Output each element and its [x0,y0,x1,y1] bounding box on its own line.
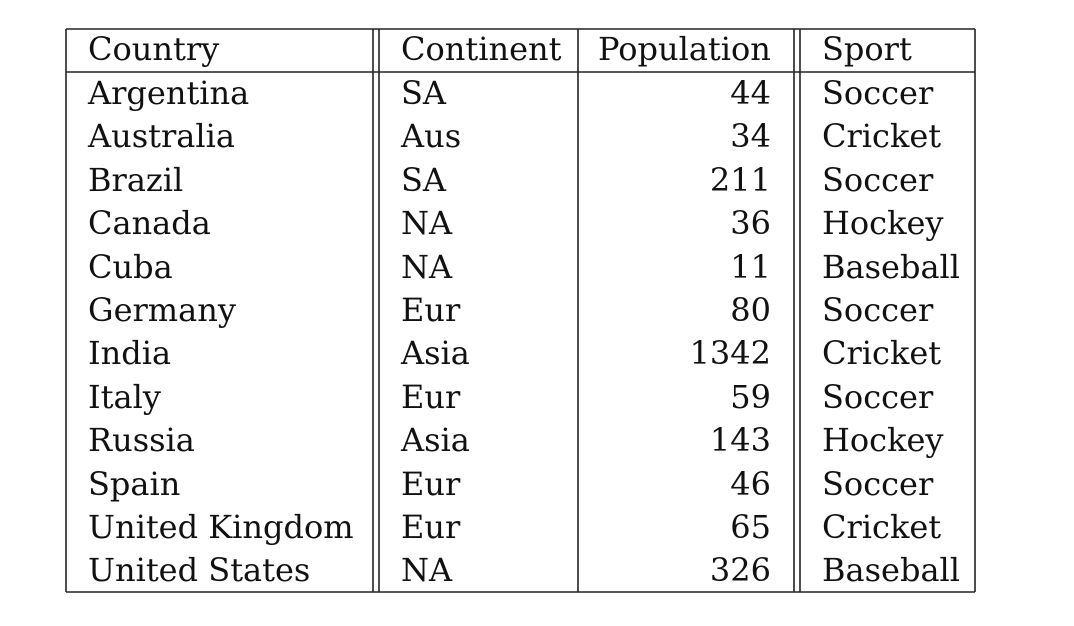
cell-sport: Hockey [822,421,944,460]
cell-country: Brazil [88,160,184,199]
cell-country: Canada [88,204,211,243]
cell-continent: Asia [401,421,470,460]
cell-continent: Asia [401,334,470,373]
cell-continent: SA [401,160,447,199]
header-sport: Sport [822,30,912,68]
cell-country: Italy [88,377,161,416]
cell-continent: Eur [401,464,461,503]
cell-continent: NA [401,204,453,243]
cell-population: 46 [730,464,771,503]
cell-continent: NA [401,551,453,590]
cell-population: 1342 [689,334,771,373]
cell-country: Cuba [88,247,173,286]
cell-population: 11 [730,247,771,286]
cell-population: 143 [709,421,771,460]
cell-sport: Soccer [822,464,934,503]
cell-sport: Baseball [822,551,960,590]
cell-country: United States [88,551,311,590]
cell-continent: Eur [401,508,461,546]
cell-population: 80 [730,291,771,329]
cell-country: Australia [88,117,235,156]
cell-continent: NA [401,247,453,286]
cell-sport: Soccer [822,160,934,199]
cell-sport: Baseball [822,247,960,286]
cell-continent: Eur [401,377,461,416]
cell-sport: Hockey [822,204,944,243]
header-population: Population [598,30,771,68]
cell-country: Argentina [88,74,250,112]
cell-population: 211 [709,160,771,199]
cell-country: Russia [88,421,195,460]
cell-country: United Kingdom [88,508,354,546]
cell-continent: SA [401,74,447,112]
cell-population: 36 [730,204,771,243]
cell-sport: Soccer [822,377,934,416]
header-continent: Continent [401,30,562,68]
cell-continent: Aus [401,117,462,156]
cell-country: Germany [88,291,236,329]
cell-sport: Cricket [822,334,942,373]
cell-population: 59 [730,377,771,416]
cell-country: Spain [88,464,181,503]
cell-population: 326 [709,551,771,590]
cell-country: India [88,334,172,373]
cell-sport: Soccer [822,74,934,112]
header-country: Country [88,30,220,68]
cell-population: 65 [730,508,771,546]
cell-sport: Cricket [822,117,942,156]
cell-sport: Cricket [822,508,942,546]
cell-population: 34 [730,117,771,156]
cell-sport: Soccer [822,291,934,329]
cell-population: 44 [730,74,771,112]
cell-continent: Eur [401,291,461,329]
